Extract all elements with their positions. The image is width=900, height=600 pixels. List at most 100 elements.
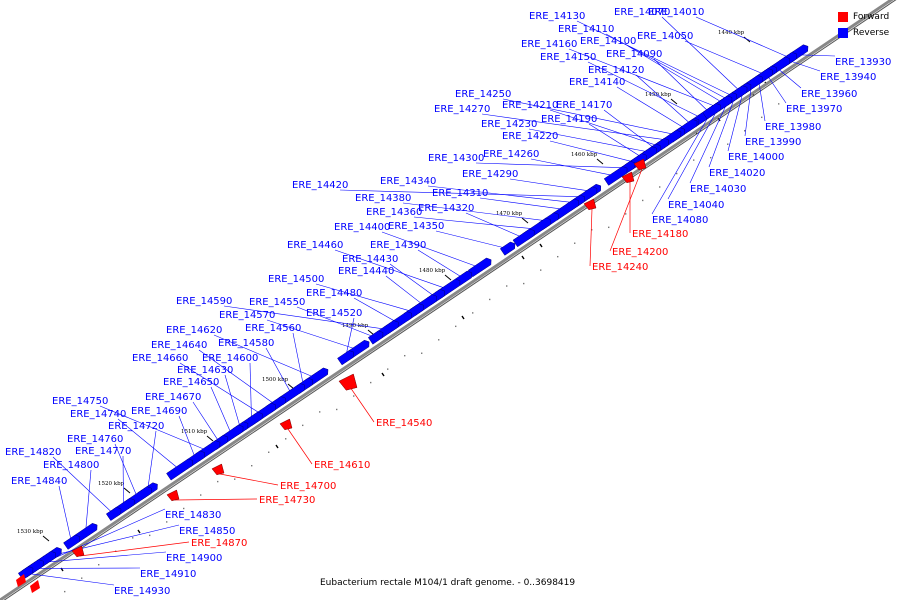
- reverse-gene-label[interactable]: ERE_14050: [637, 31, 693, 42]
- reverse-gene-label[interactable]: ERE_14350: [388, 221, 444, 232]
- forward-gene-label[interactable]: ERE_14700: [280, 481, 336, 492]
- reverse-gene-label[interactable]: ERE_14690: [131, 406, 187, 417]
- reverse-gene-label[interactable]: ERE_14260: [483, 149, 539, 160]
- reverse-gene-label[interactable]: ERE_14230: [481, 119, 537, 130]
- reverse-gene-label[interactable]: ERE_14740: [70, 409, 126, 420]
- reverse-gene-label[interactable]: ERE_14220: [502, 131, 558, 142]
- reverse-gene-label[interactable]: ERE_14460: [287, 240, 343, 251]
- reverse-gene-label[interactable]: ERE_14340: [380, 176, 436, 187]
- reverse-gene-label[interactable]: ERE_14520: [306, 308, 362, 319]
- reverse-gene-label[interactable]: ERE_14660: [132, 353, 188, 364]
- reverse-gene-label[interactable]: ERE_14300: [428, 153, 484, 164]
- reverse-gene-label[interactable]: ERE_14190: [541, 114, 597, 125]
- reverse-gene-label[interactable]: ERE_14630: [177, 365, 233, 376]
- reverse-gene-label[interactable]: ERE_14800: [43, 460, 99, 471]
- reverse-gene-label[interactable]: ERE_13990: [745, 137, 801, 148]
- reverse-gene-label[interactable]: ERE_14620: [166, 325, 222, 336]
- reverse-gene-label[interactable]: ERE_14820: [5, 447, 61, 458]
- reverse-gene-label[interactable]: ERE_14560: [245, 323, 301, 334]
- reverse-gene-feature[interactable]: [499, 241, 516, 256]
- reverse-gene-label[interactable]: ERE_14310: [432, 188, 488, 199]
- reverse-gene-label[interactable]: ERE_14120: [588, 65, 644, 76]
- forward-gene-feature[interactable]: [633, 158, 647, 171]
- reverse-gene-label[interactable]: ERE_14360: [366, 207, 422, 218]
- reverse-gene-label[interactable]: ERE_14140: [569, 77, 625, 88]
- forward-gene-feature[interactable]: [16, 574, 26, 587]
- reverse-gene-label[interactable]: ERE_13940: [820, 72, 876, 83]
- reverse-gene-feature[interactable]: [337, 350, 355, 366]
- reverse-gene-label[interactable]: ERE_14110: [558, 24, 614, 35]
- reverse-gene-label[interactable]: ERE_13930: [835, 57, 891, 68]
- reverse-gene-label[interactable]: ERE_14500: [268, 274, 324, 285]
- reverse-gene-label[interactable]: ERE_14160: [521, 39, 577, 50]
- reverse-gene-label[interactable]: ERE_14570: [219, 310, 275, 321]
- forward-gene-feature[interactable]: [166, 489, 180, 502]
- reverse-gene-label[interactable]: ERE_14440: [338, 266, 394, 277]
- forward-gene-label[interactable]: ERE_14240: [592, 262, 648, 273]
- reverse-gene-label[interactable]: ERE_14590: [176, 296, 232, 307]
- reverse-gene-label[interactable]: ERE_14480: [306, 288, 362, 299]
- reverse-gene-feature[interactable]: [702, 103, 721, 120]
- forward-gene-feature[interactable]: [71, 545, 85, 558]
- forward-gene-feature[interactable]: [583, 198, 597, 211]
- reverse-gene-label[interactable]: ERE_14290: [462, 169, 518, 180]
- reverse-gene-feature[interactable]: [63, 534, 81, 550]
- reverse-gene-label[interactable]: ERE_14390: [370, 240, 426, 251]
- reverse-gene-label[interactable]: ERE_14040: [668, 200, 724, 211]
- reverse-gene-label[interactable]: ERE_14320: [418, 203, 474, 214]
- reverse-gene-feature[interactable]: [603, 166, 628, 186]
- reverse-gene-label[interactable]: ERE_14020: [709, 168, 765, 179]
- reverse-gene-feature[interactable]: [512, 228, 535, 248]
- reverse-gene-label[interactable]: ERE_14420: [292, 180, 348, 191]
- reverse-gene-label[interactable]: ERE_14000: [728, 152, 784, 163]
- reverse-gene-label[interactable]: ERE_14900: [166, 553, 222, 564]
- reverse-gene-label[interactable]: ERE_14930: [114, 586, 170, 597]
- reverse-gene-label[interactable]: ERE_14840: [11, 476, 67, 487]
- reverse-gene-label[interactable]: ERE_14600: [202, 353, 258, 364]
- forward-gene-feature[interactable]: [30, 580, 40, 593]
- reverse-gene-label[interactable]: ERE_13960: [801, 89, 857, 100]
- forward-gene-label[interactable]: ERE_14180: [632, 229, 688, 240]
- reverse-gene-label[interactable]: ERE_14130: [529, 11, 585, 22]
- reverse-gene-label[interactable]: ERE_14010: [648, 7, 704, 18]
- reverse-gene-label[interactable]: ERE_14170: [556, 100, 612, 111]
- reverse-gene-label[interactable]: ERE_14400: [334, 222, 390, 233]
- reverse-gene-label[interactable]: ERE_14100: [580, 36, 636, 47]
- reverse-gene-label[interactable]: ERE_14850: [179, 526, 235, 537]
- reverse-gene-label[interactable]: ERE_14090: [606, 49, 662, 60]
- forward-gene-feature[interactable]: [211, 463, 225, 476]
- reverse-gene-label[interactable]: ERE_14250: [455, 89, 511, 100]
- forward-gene-label[interactable]: ERE_14540: [376, 418, 432, 429]
- forward-gene-label[interactable]: ERE_14610: [314, 460, 370, 471]
- forward-gene-feature[interactable]: [338, 373, 358, 391]
- reverse-gene-label[interactable]: ERE_14910: [140, 569, 196, 580]
- reverse-gene-label[interactable]: ERE_14650: [163, 377, 219, 388]
- reverse-gene-label[interactable]: ERE_14830: [165, 510, 221, 521]
- forward-gene-label[interactable]: ERE_14870: [191, 538, 247, 549]
- reverse-gene-label[interactable]: ERE_13980: [765, 122, 821, 133]
- reverse-gene-label[interactable]: ERE_14550: [249, 297, 305, 308]
- reverse-gene-label[interactable]: ERE_14430: [342, 254, 398, 265]
- reverse-gene-label[interactable]: ERE_14580: [218, 338, 274, 349]
- reverse-gene-label[interactable]: ERE_14150: [540, 52, 596, 63]
- reverse-gene-feature[interactable]: [367, 330, 384, 345]
- reverse-gene-label[interactable]: ERE_14760: [67, 434, 123, 445]
- reverse-gene-label[interactable]: ERE_14770: [75, 446, 131, 457]
- reverse-gene-label[interactable]: ERE_14070: [614, 7, 670, 18]
- reverse-gene-label[interactable]: ERE_14030: [690, 184, 746, 195]
- reverse-gene-label[interactable]: ERE_14210: [502, 100, 558, 111]
- forward-gene-feature[interactable]: [621, 171, 635, 184]
- reverse-gene-feature[interactable]: [105, 506, 122, 521]
- reverse-gene-label[interactable]: ERE_14750: [52, 396, 108, 407]
- reverse-gene-label[interactable]: ERE_14270: [434, 104, 490, 115]
- reverse-gene-label[interactable]: ERE_14080: [652, 215, 708, 226]
- forward-gene-label[interactable]: ERE_14730: [259, 495, 315, 506]
- forward-gene-label[interactable]: ERE_14200: [612, 247, 668, 258]
- reverse-gene-label[interactable]: ERE_14380: [355, 193, 411, 204]
- reverse-gene-feature[interactable]: [166, 458, 194, 481]
- forward-gene-feature[interactable]: [279, 418, 293, 431]
- reverse-gene-label[interactable]: ERE_14640: [151, 340, 207, 351]
- reverse-gene-label[interactable]: ERE_13970: [786, 104, 842, 115]
- reverse-gene-label[interactable]: ERE_14670: [145, 392, 201, 403]
- reverse-gene-label[interactable]: ERE_14720: [108, 421, 164, 432]
